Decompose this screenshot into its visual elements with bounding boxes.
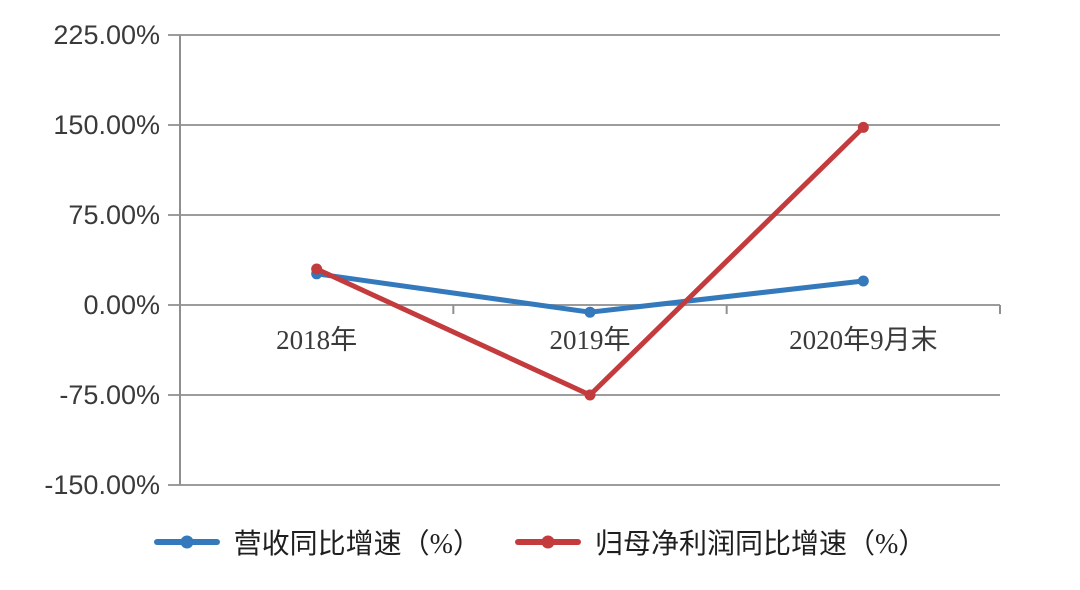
x-tick-label: 2019年 (550, 325, 631, 355)
legend-line-marker-blue (153, 535, 220, 549)
legend-line-marker-red (515, 535, 581, 549)
legend-item-net-profit-growth: 归母净利润同比增速（%） (515, 522, 926, 562)
y-tick-label: 150.00% (53, 110, 160, 140)
legend-dot-icon (180, 535, 194, 549)
chart-svg: 225.00% 150.00% 75.00% 0.00% -75.00% -150.00%… (44, 20, 1001, 500)
data-point-series-1 (584, 389, 596, 401)
data-point-series-1 (857, 121, 869, 133)
x-tick-label: 2020年9月末 (789, 325, 938, 355)
legend-item-revenue-growth: 营收同比增速（%） (153, 522, 481, 562)
legend-label-revenue-growth: 营收同比增速（%） (233, 529, 481, 560)
y-tick-label: -150.00% (44, 470, 160, 500)
y-tick-label: 225.00% (53, 20, 160, 50)
y-tick-label: 75.00% (68, 200, 160, 230)
data-point-series-0 (857, 275, 869, 287)
legend: 营收同比增速（%） 归母净利润同比增速（%） (0, 522, 1080, 562)
x-tick-label: 2018年 (276, 325, 357, 355)
y-tick-label: 0.00% (83, 290, 160, 320)
data-point-series-1 (311, 263, 323, 275)
data-point-series-0 (584, 306, 596, 318)
legend-dot-icon (541, 535, 555, 549)
legend-label-net-profit-growth: 归母净利润同比增速（%） (595, 529, 927, 560)
y-tick-label: -75.00% (59, 380, 160, 410)
